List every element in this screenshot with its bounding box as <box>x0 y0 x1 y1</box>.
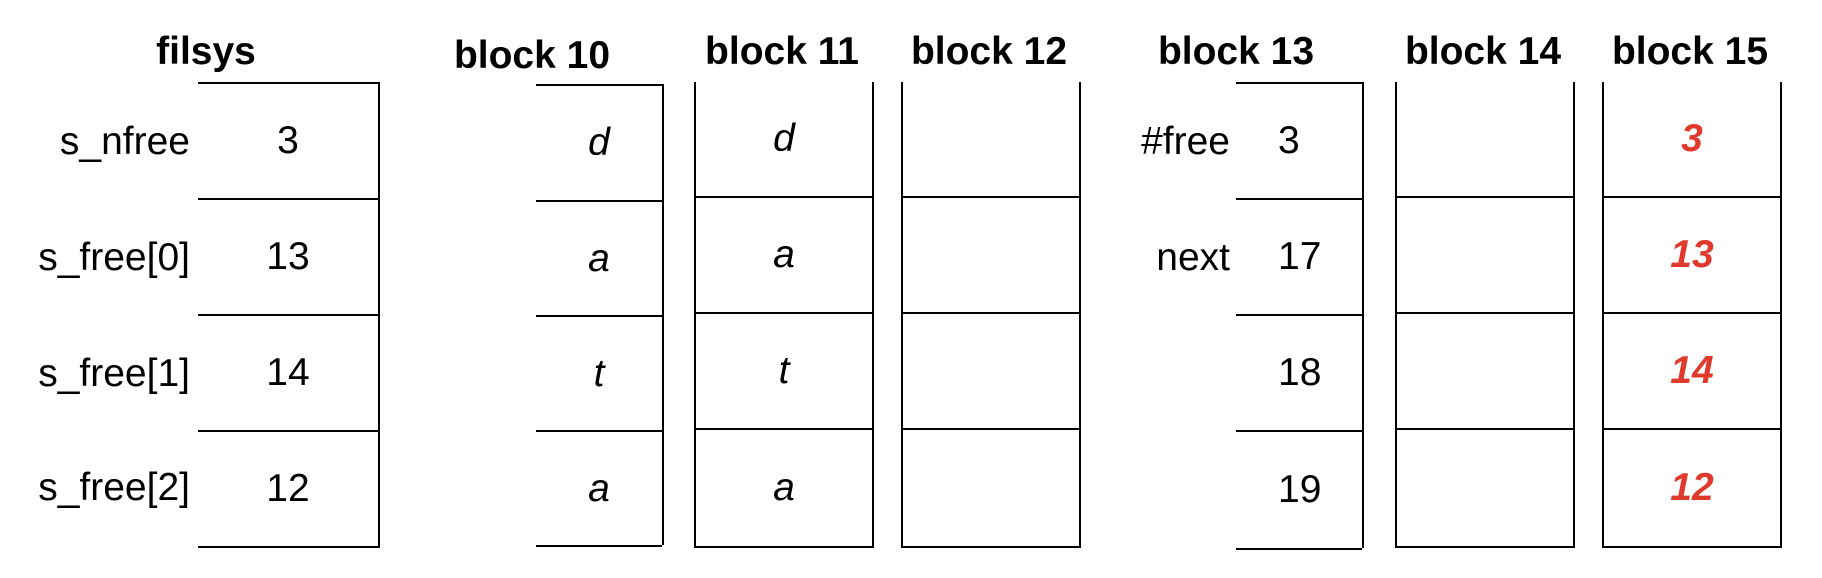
block12-cell-0 <box>903 82 1079 198</box>
block14-cell-1 <box>1397 198 1573 314</box>
filsys-label-s-free-0: s_free[0] <box>38 236 190 279</box>
block10-column: d a t a <box>536 84 664 547</box>
filsys-cell-s-free-2: 12 <box>198 432 378 548</box>
filsys-label-s-free-1: s_free[1] <box>38 352 190 395</box>
block15-title: block 15 <box>1611 30 1769 73</box>
filsys-cell-s-nfree: 3 <box>198 84 378 200</box>
block10-cell-0: d <box>536 86 662 202</box>
filsys-label-s-nfree: s_nfree <box>59 120 190 163</box>
filsys-label-s-free-2: s_free[2] <box>38 466 190 509</box>
filsys-cell-s-free-0: 13 <box>198 200 378 316</box>
block13-cell-3: 19 <box>1236 432 1362 550</box>
block12-cell-2 <box>903 314 1079 430</box>
block13-label-free: #free <box>1141 120 1230 163</box>
block15-cell-2: 14 <box>1604 314 1780 430</box>
block11-cell-0: d <box>696 82 872 198</box>
block13-column: 3 17 18 19 <box>1236 82 1364 550</box>
block13-cell-2: 18 <box>1236 316 1362 432</box>
block14-cell-2 <box>1397 314 1573 430</box>
block11-title: block 11 <box>705 30 859 73</box>
block13-label-next: next <box>1156 236 1230 279</box>
block13-cell-next: 17 <box>1236 200 1362 316</box>
block12-cell-1 <box>903 198 1079 314</box>
block15-cell-3: 12 <box>1604 430 1780 548</box>
block10-cell-3: a <box>536 432 662 547</box>
block10-cell-2: t <box>536 317 662 432</box>
block15-cell-0: 3 <box>1604 82 1780 198</box>
block10-cell-1: a <box>536 202 662 317</box>
block14-cell-3 <box>1397 430 1573 548</box>
filsys-column: 3 13 14 12 <box>198 82 380 548</box>
block14-column <box>1395 82 1575 548</box>
block15-column: 3 13 14 12 <box>1602 82 1782 548</box>
block11-cell-1: a <box>696 198 872 314</box>
block13-cell-free: 3 <box>1236 84 1362 200</box>
block11-column: d a t a <box>694 82 874 548</box>
block12-cell-3 <box>903 430 1079 548</box>
filsys-cell-s-free-1: 14 <box>198 316 378 432</box>
block11-cell-2: t <box>696 314 872 430</box>
block11-cell-3: a <box>696 430 872 548</box>
block14-title: block 14 <box>1404 30 1562 73</box>
block12-title: block 12 <box>910 30 1068 73</box>
filsys-title: filsys <box>156 30 256 73</box>
block15-cell-1: 13 <box>1604 198 1780 314</box>
block10-title: block 10 <box>453 34 611 77</box>
block13-title: block 13 <box>1157 30 1315 73</box>
block12-column <box>901 82 1081 548</box>
block14-cell-0 <box>1397 82 1573 198</box>
